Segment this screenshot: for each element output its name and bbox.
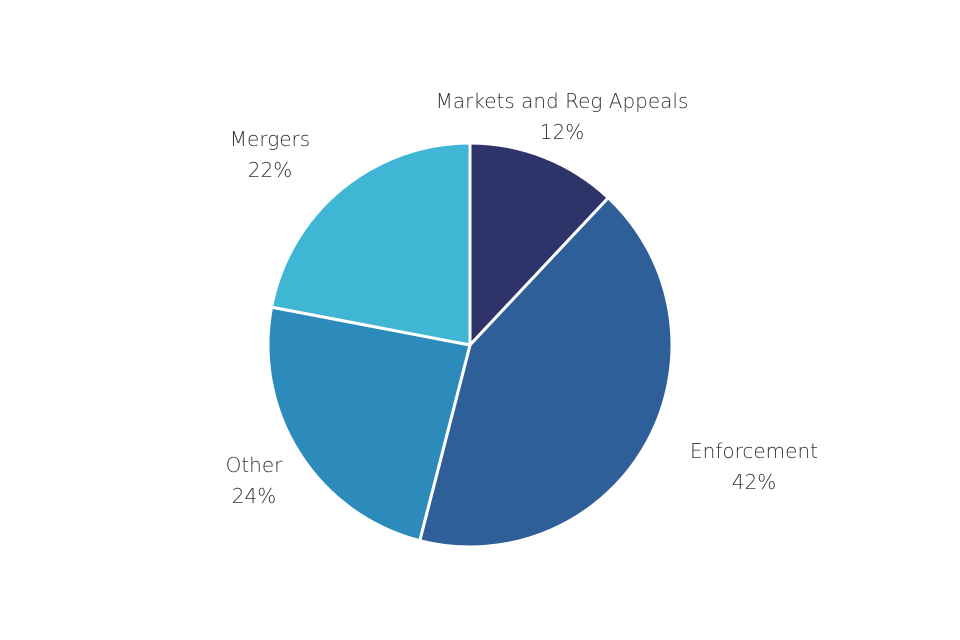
slice-label-other: Other: [226, 453, 284, 477]
slice-label-mergers: Mergers: [230, 127, 310, 151]
slice-label-enforcement: Enforcement: [690, 439, 818, 463]
pie-slice-markets-and-reg-appeals: [468, 141, 610, 347]
pie-slice-mergers: [270, 141, 472, 347]
slice-value-enforcement: 42%: [732, 470, 776, 494]
pie-slices: [266, 141, 674, 549]
slice-label-markets-and-reg-appeals: Markets and Reg Appeals: [436, 89, 689, 113]
pie-labels: Markets and Reg Appeals 12% Enforcement 42%…: [226, 89, 818, 508]
slice-value-other: 24%: [232, 484, 276, 508]
pie-slice-other: [266, 305, 472, 543]
pie-slice-enforcement: [418, 196, 674, 549]
slice-value-markets-and-reg-appeals: 12%: [540, 120, 584, 144]
slice-value-mergers: 22%: [248, 158, 292, 182]
